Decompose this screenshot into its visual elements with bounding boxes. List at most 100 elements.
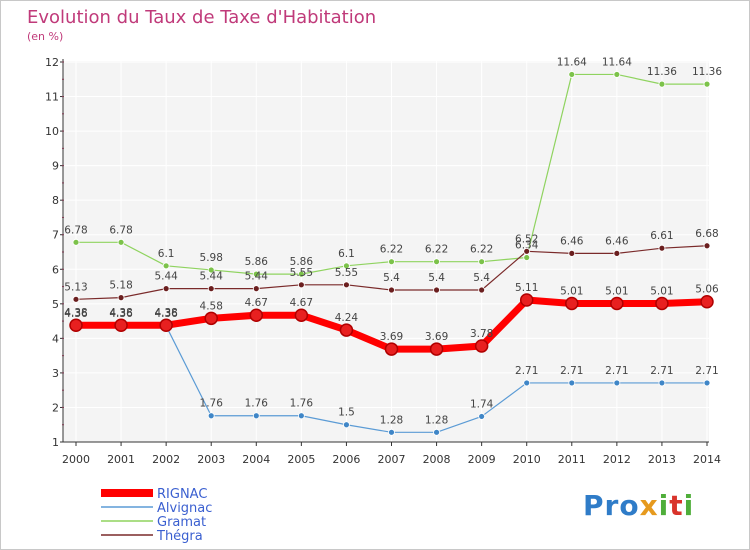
data-label: 6.46 [605, 235, 629, 247]
data-point [117, 238, 125, 246]
data-label: 5.01 [605, 285, 628, 297]
data-point [568, 249, 576, 257]
y-tick-label: 9 [52, 160, 59, 173]
data-label: 4.24 [335, 312, 359, 324]
data-point [72, 295, 80, 303]
data-label: 4.38 [154, 307, 177, 319]
data-point [343, 262, 350, 270]
data-label: 5.13 [64, 281, 87, 293]
data-label: 11.36 [647, 66, 677, 78]
y-tick-label: 2 [52, 401, 59, 414]
data-label: 5.01 [650, 285, 673, 297]
data-label: 6.61 [650, 230, 673, 242]
data-point [252, 285, 260, 293]
x-tick-label: 2000 [62, 453, 90, 466]
data-point [388, 428, 395, 436]
series-rignac: 4.38 4.38 4.38 4.58 4.67 4.67 4.24 3.69 3.69 3.78… [64, 282, 719, 356]
x-tick-label: 2005 [287, 453, 315, 466]
x-tick-label: 2006 [332, 453, 360, 466]
y-tick-label: 11 [45, 91, 59, 104]
data-point [162, 285, 170, 293]
y-tick-label: 12 [45, 56, 59, 69]
data-label: 3.78 [470, 328, 493, 340]
data-label: 11.36 [692, 66, 722, 78]
legend-item: Alvignac [101, 501, 212, 516]
data-point [610, 296, 624, 311]
data-point [297, 281, 305, 289]
data-label: 5.18 [109, 280, 132, 292]
x-tick-label: 2007 [378, 453, 406, 466]
data-label: 5.01 [560, 285, 583, 297]
data-point [117, 294, 125, 302]
data-point [658, 379, 666, 387]
data-point [433, 428, 440, 436]
data-label: 6.78 [109, 224, 132, 236]
data-label: 6.68 [695, 228, 718, 240]
data-label: 5.44 [245, 271, 269, 283]
data-label: 6.34 [515, 240, 539, 252]
data-point [658, 244, 666, 252]
data-label: 5.86 [245, 256, 269, 268]
data-point [159, 318, 173, 332]
x-tick-label: 2008 [423, 453, 451, 466]
data-point [658, 80, 666, 88]
y-tick-label: 5 [52, 298, 59, 311]
series-alvignac: 4.36 4.36 4.36 1.76 1.76 1.76 1.5 1.28 1.28 1.74 2… [64, 308, 719, 436]
data-point [613, 249, 621, 257]
plot-area [63, 61, 709, 442]
legend-item: Gramat [101, 515, 206, 530]
series-gramat: 6.78 6.78 6.1 5.98 5.86 5.86 6.1 6.22 6.22 6.22 6.… [64, 56, 722, 278]
data-point [69, 318, 83, 332]
data-label: 5.4 [383, 272, 400, 284]
data-point [207, 285, 215, 293]
proxiti-logo: Proxiti [583, 489, 695, 522]
data-label: 4.36 [64, 308, 88, 320]
data-label: 5.4 [473, 272, 490, 284]
data-point [568, 71, 576, 78]
x-tick-label: 2001 [107, 453, 135, 466]
data-label: 6.22 [380, 244, 403, 256]
data-point [478, 413, 486, 420]
legend-item: Thégra [101, 529, 203, 544]
data-label: 11.64 [602, 56, 632, 68]
data-point [478, 286, 486, 294]
data-label: 5.55 [335, 267, 358, 279]
y-tick-label: 10 [45, 125, 59, 138]
legend-label: Gramat [157, 515, 206, 530]
data-label: 1.28 [380, 414, 403, 426]
legend-label: RIGNAC [157, 487, 207, 502]
data-label: 2.71 [650, 365, 673, 377]
data-label: 2.71 [560, 365, 583, 377]
data-point [613, 379, 621, 387]
data-point [433, 258, 440, 266]
chart-title: Evolution du Taux de Taxe d'Habitation [27, 7, 377, 28]
legend-item: RIGNAC [101, 487, 207, 502]
data-label: 11.64 [557, 56, 587, 68]
chart-unit: (en %) [27, 30, 64, 43]
data-point [700, 294, 714, 309]
data-label: 5.06 [695, 284, 719, 296]
x-tick-label: 2002 [152, 453, 180, 466]
data-label: 1.28 [425, 414, 448, 426]
data-point [703, 379, 711, 387]
data-point [388, 286, 395, 294]
data-point [613, 71, 621, 78]
data-label: 4.36 [154, 308, 178, 320]
data-label: 3.69 [425, 331, 448, 343]
data-point [249, 308, 264, 322]
x-tick-label: 2011 [558, 453, 586, 466]
data-point [474, 339, 489, 353]
data-label: 5.55 [290, 267, 313, 279]
y-tick-label: 4 [52, 332, 59, 345]
data-point [204, 311, 218, 326]
data-point [703, 242, 711, 250]
data-label: 1.76 [290, 398, 314, 410]
data-label: 5.86 [290, 256, 314, 268]
data-point [162, 262, 170, 270]
data-label: 1.76 [245, 398, 269, 410]
x-tick-label: 2009 [468, 453, 496, 466]
data-label: 6.22 [425, 244, 448, 256]
data-point [429, 342, 444, 356]
data-label: 4.36 [109, 308, 133, 320]
